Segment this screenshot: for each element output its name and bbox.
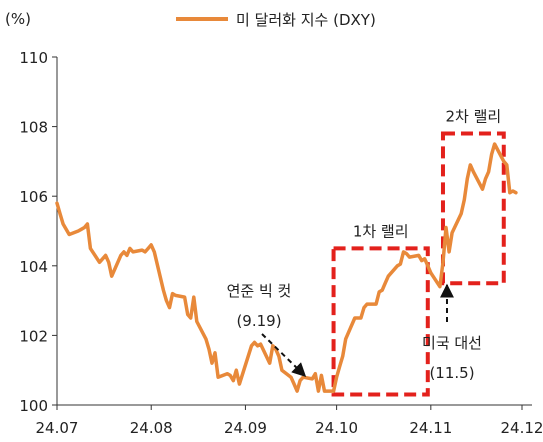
rally-label-rally2: 2차 랠리 [446, 108, 502, 126]
y-tick-label: 100 [19, 397, 48, 415]
annotation-cut-title: 연준 빅 컷 [227, 282, 292, 300]
x-tick-label: 24.08 [130, 419, 173, 437]
series-layer [55, 142, 518, 393]
annotation-election-title: 미국 대선 [422, 334, 482, 352]
annotation-cut-date: (9.19) [236, 312, 281, 330]
x-tick-label: 24.09 [224, 419, 267, 437]
annotation-cut-arrow [261, 333, 307, 377]
series-line [55, 142, 518, 393]
legend: 미 달러화 지수 (DXY) [176, 11, 376, 29]
rally-highlights: 1차 랠리 2차 랠리 [331, 108, 506, 397]
y-tick-label: 108 [19, 119, 48, 137]
rally-box-rally1 [331, 246, 430, 397]
rally-box-rally2 [440, 131, 506, 286]
annotation-election-date: (11.5) [429, 364, 474, 382]
axes: 100 102 104 106 108 110 24.07 24.08 24.09 24.10 24… [19, 49, 543, 437]
annotation-layer: 연준 빅 컷 (9.19) 미국 대선 (11.5) [227, 282, 482, 382]
x-tick-label: 24.10 [315, 419, 358, 437]
legend-label: 미 달러화 지수 (DXY) [236, 11, 376, 29]
rally-label-rally1: 1차 랠리 [353, 222, 409, 240]
x-tick-label: 24.07 [36, 419, 79, 437]
y-tick-label: 102 [19, 327, 48, 345]
y-unit-label: (%) [5, 10, 31, 28]
y-tick-label: 106 [19, 188, 48, 206]
x-tick-label: 24.12 [501, 419, 543, 437]
y-tick-label: 104 [19, 258, 48, 276]
x-tick-label: 24.11 [409, 419, 452, 437]
y-tick-label: 110 [19, 49, 48, 67]
